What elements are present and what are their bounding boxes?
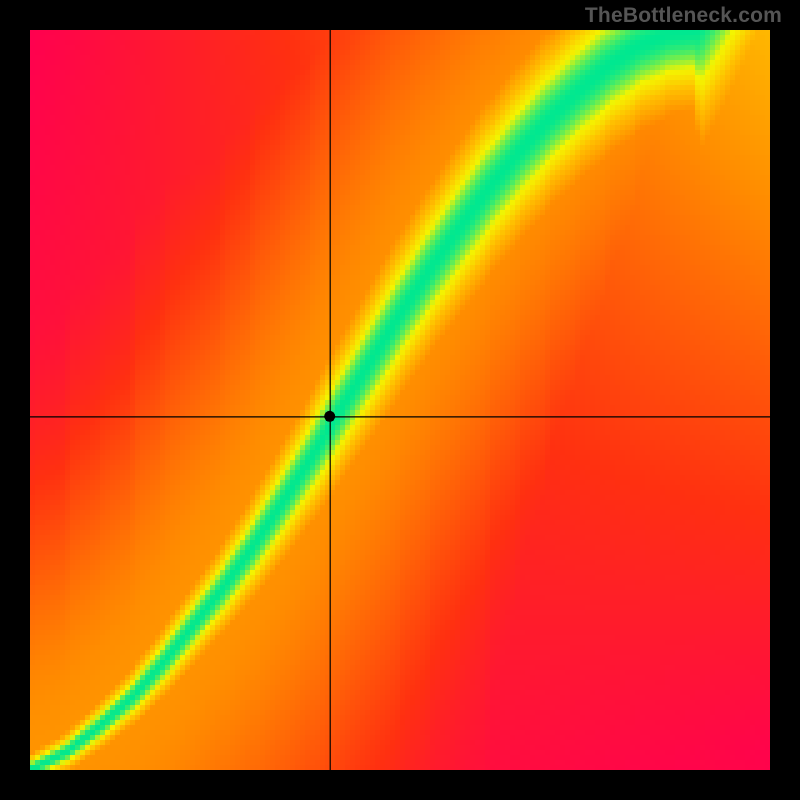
watermark-text: TheBottleneck.com	[585, 4, 782, 28]
overlay-canvas	[30, 30, 770, 770]
chart-container: TheBottleneck.com	[0, 0, 800, 800]
